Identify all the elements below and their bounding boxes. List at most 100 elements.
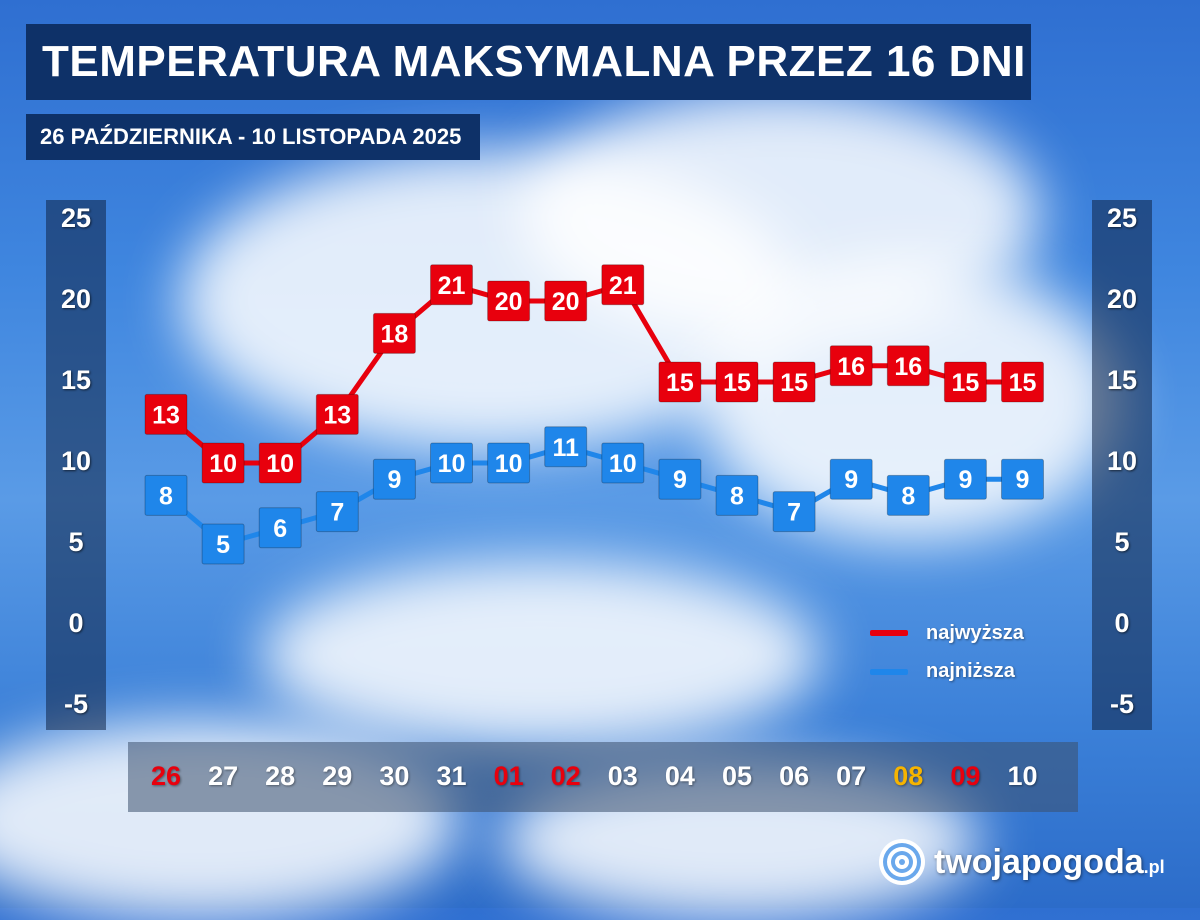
x-tick-label: 08 xyxy=(893,761,924,791)
data-label: 21 xyxy=(609,272,637,300)
data-point-box xyxy=(487,442,531,484)
data-label: 8 xyxy=(901,482,915,510)
x-tick-label: 01 xyxy=(493,761,524,791)
weather-radar-icon xyxy=(879,839,925,885)
data-label: 9 xyxy=(1016,466,1030,494)
data-point-box xyxy=(829,458,873,500)
data-point: 11 xyxy=(544,426,588,468)
data-point-box xyxy=(1001,458,1044,500)
brand-name: twojapogoda xyxy=(934,842,1144,881)
data-point: 18 xyxy=(372,312,416,354)
data-point: 10 xyxy=(430,442,473,484)
data-point: 21 xyxy=(430,264,473,306)
data-point: 15 xyxy=(658,361,702,403)
data-point-box xyxy=(886,474,930,516)
data-label: 10 xyxy=(609,450,637,478)
x-tick-label: 27 xyxy=(208,761,239,791)
data-point-box xyxy=(430,264,473,306)
y-tick-label: 0 xyxy=(68,608,84,638)
brand-tld: .pl xyxy=(1143,856,1165,877)
x-tick-label: 03 xyxy=(607,761,638,791)
data-point-box xyxy=(315,491,359,533)
data-point: 10 xyxy=(601,442,645,484)
data-point-box xyxy=(772,491,816,533)
x-tick-label: 28 xyxy=(265,761,296,791)
data-label: 10 xyxy=(438,450,466,478)
series-line-low xyxy=(164,444,1023,547)
y-tick-label: -5 xyxy=(1109,689,1134,719)
x-tick-label: 29 xyxy=(322,761,353,791)
data-point: 8 xyxy=(715,474,759,516)
data-point: 20 xyxy=(544,280,588,322)
data-label: 15 xyxy=(723,369,751,397)
data-label: 13 xyxy=(323,401,351,429)
data-label: 11 xyxy=(552,434,579,462)
data-label: 15 xyxy=(951,369,979,397)
data-point-box xyxy=(715,361,759,403)
data-point-box xyxy=(544,426,588,468)
data-point: 9 xyxy=(1001,458,1044,500)
data-point-box xyxy=(829,345,873,387)
data-label: 10 xyxy=(266,450,294,478)
data-label: 15 xyxy=(780,369,808,397)
legend-high-label: najwyższa xyxy=(926,622,1024,644)
data-point-box xyxy=(658,458,702,500)
data-label: 15 xyxy=(1009,369,1037,397)
x-tick-label: 06 xyxy=(779,761,810,791)
y-tick-label: 0 xyxy=(1114,608,1130,638)
left-axis-strip xyxy=(46,200,106,730)
data-label: 18 xyxy=(380,320,408,348)
data-point-box xyxy=(1001,361,1044,403)
data-point: 10 xyxy=(201,442,245,484)
data-point: 21 xyxy=(601,264,645,306)
data-point-box xyxy=(372,458,416,500)
data-point-box xyxy=(658,361,702,403)
data-label: 16 xyxy=(837,353,865,381)
data-point-box xyxy=(772,361,816,403)
data-label: 10 xyxy=(209,450,237,478)
data-point-box xyxy=(544,280,588,322)
data-point: 7 xyxy=(772,491,816,533)
right-axis-strip xyxy=(1092,200,1152,730)
data-point: 15 xyxy=(772,361,816,403)
data-label: 9 xyxy=(673,466,687,494)
legend-low-swatch xyxy=(870,669,908,675)
series-line-high xyxy=(164,282,1023,466)
data-point: 9 xyxy=(943,458,987,500)
x-tick-label: 04 xyxy=(664,761,695,791)
data-point: 5 xyxy=(201,523,245,565)
data-point-box xyxy=(144,474,188,516)
data-point-box xyxy=(601,264,645,306)
y-tick-label: 5 xyxy=(1114,527,1130,557)
data-label: 20 xyxy=(552,288,580,316)
data-point-box xyxy=(943,458,987,500)
data-label: 7 xyxy=(330,499,344,527)
data-point-box xyxy=(258,507,302,549)
data-point-box xyxy=(258,442,302,484)
data-point-box xyxy=(943,361,987,403)
chart-title: TEMPERATURA MAKSYMALNA PRZEZ 16 DNI xyxy=(26,24,1031,100)
y-tick-label: 5 xyxy=(68,527,84,557)
brand-logo[interactable]: twojapogoda .pl xyxy=(878,838,1165,886)
x-tick-label: 07 xyxy=(836,761,867,791)
data-point: 16 xyxy=(886,345,930,387)
data-label: 13 xyxy=(152,401,180,429)
data-point-box xyxy=(315,393,359,435)
data-label: 15 xyxy=(666,369,694,397)
data-point: 10 xyxy=(258,442,302,484)
data-point: 9 xyxy=(658,458,702,500)
data-point: 9 xyxy=(829,458,873,500)
y-tick-label: 15 xyxy=(60,365,92,395)
data-point: 15 xyxy=(715,361,759,403)
y-tick-label: -5 xyxy=(63,689,88,719)
data-point-box xyxy=(430,442,473,484)
data-label: 21 xyxy=(438,272,466,300)
data-point: 9 xyxy=(372,458,416,500)
data-label: 9 xyxy=(844,466,858,494)
data-point: 8 xyxy=(886,474,930,516)
x-tick-label: 26 xyxy=(150,761,182,791)
data-point-box xyxy=(715,474,759,516)
data-label: 20 xyxy=(495,288,523,316)
y-tick-label: 25 xyxy=(1106,203,1138,233)
data-point: 8 xyxy=(144,474,188,516)
